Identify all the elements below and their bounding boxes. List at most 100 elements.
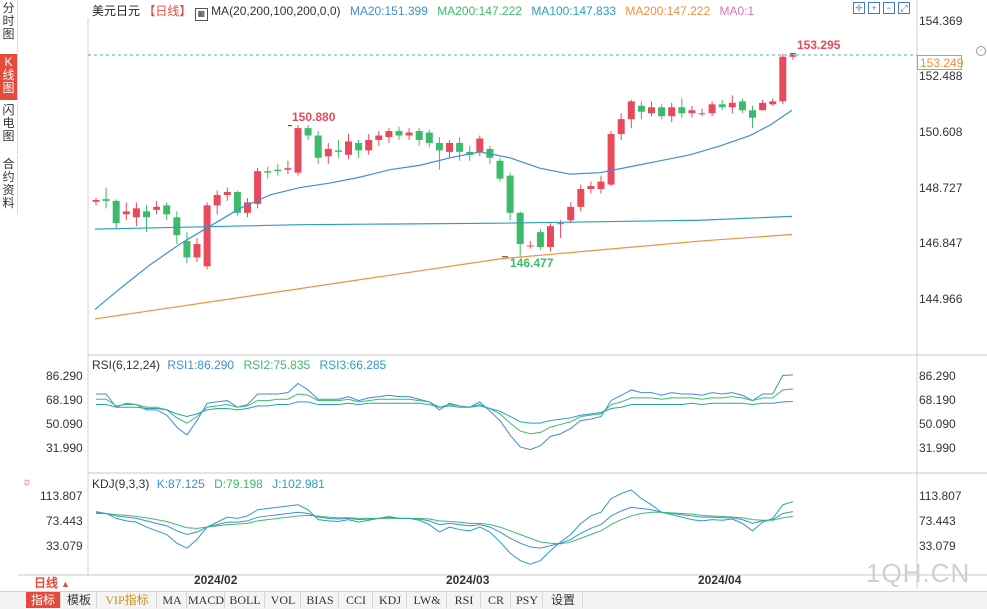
candle-body (375, 135, 383, 140)
rsi-axis-label: 31.990 (919, 441, 956, 455)
candle-body (526, 245, 534, 247)
candle-body (567, 206, 575, 221)
kdj-header: KDJ(9,3,3) K:87.125 D:79.198 J:102.981 (92, 477, 325, 491)
candle-body (547, 226, 554, 247)
rsi-left-label: 31.990 (46, 441, 83, 455)
candle-body (102, 199, 110, 201)
tab-rsi[interactable]: RSI (448, 592, 481, 608)
side-tab-kline[interactable]: K线图 (0, 54, 18, 100)
kdj-left-label: 113.807 (40, 489, 83, 503)
candle-body (345, 141, 352, 155)
candle-body (698, 113, 706, 115)
period-button[interactable]: 日线 ▲ (18, 576, 88, 591)
rsi-axis-label: 68.190 (919, 393, 956, 407)
expand-icon[interactable]: ⤢ (898, 2, 910, 14)
candle-body (324, 148, 332, 157)
low-annotation: 146.477 (510, 256, 554, 270)
ma20-line (94, 109, 793, 310)
ma200-value: MA200:147.222 (437, 4, 522, 18)
tab-psy[interactable]: PSY (512, 592, 543, 608)
tab-template[interactable]: 模板 (62, 592, 97, 608)
candle-body (718, 104, 726, 108)
candle-body (425, 132, 433, 143)
rsi2-line (96, 388, 793, 435)
side-tab-time-label: 分时图 (2, 1, 15, 41)
candle-body (678, 107, 686, 114)
tab-vip[interactable]: VIP指标 (98, 592, 157, 608)
candle-body (779, 56, 787, 102)
tab-settings[interactable]: 设置 (544, 592, 583, 608)
candle-body (395, 131, 403, 136)
kdj-title: KDJ(9,3,3) (92, 477, 150, 491)
candle-body (627, 101, 635, 120)
sun-icon[interactable]: ☼ (22, 476, 33, 488)
candle-body (284, 168, 292, 170)
candle-body (597, 181, 605, 190)
rsi2-value: RSI2:75.835 (243, 358, 311, 372)
candle-body (203, 205, 211, 267)
price-axis-label: 148.727 (919, 181, 963, 195)
ma-label: MA(20,200,100,200,0,0) (211, 4, 341, 18)
side-tab-contract[interactable]: 合约资料 (0, 156, 18, 214)
rsi-left-label: 50.090 (46, 417, 83, 431)
candle-body (163, 205, 171, 215)
settings-icon[interactable]: ▦ (194, 8, 208, 21)
candle-body (112, 200, 120, 224)
rsi3-line (96, 401, 793, 424)
crosshair-icon[interactable]: ✛ (853, 2, 865, 14)
candle-body (244, 202, 251, 213)
tab-macd[interactable]: MACD (188, 592, 225, 608)
side-tab-kline-label: K线图 (2, 55, 15, 95)
ma100-line (94, 215, 793, 230)
tab-lw[interactable]: LW& (408, 592, 447, 608)
chart-header: 美元日元 【日线】 ▦ MA(20,200,100,200,0,0) MA20:… (92, 2, 754, 21)
price-axis-label: 144.966 (919, 292, 963, 306)
candle-body (557, 223, 565, 225)
price-marker-icon[interactable]: ◦ (976, 46, 986, 56)
candle-body (213, 194, 221, 206)
tab-cci[interactable]: CCI (340, 592, 373, 608)
tab-kdj[interactable]: KDJ (374, 592, 407, 608)
candle-body (637, 105, 645, 112)
candle-body (506, 175, 514, 213)
candle-body (365, 139, 373, 151)
tab-ma[interactable]: MA (158, 592, 187, 608)
candle-body (648, 107, 655, 114)
tab-vol[interactable]: VOL (266, 592, 301, 608)
candle-body (688, 110, 696, 114)
kdj-j-value: J:102.981 (272, 477, 325, 491)
candle-body (193, 244, 201, 258)
candle-body (536, 232, 544, 247)
kdj-left-label: 33.079 (46, 539, 83, 553)
tab-bias[interactable]: BIAS (302, 592, 339, 608)
rsi-header: RSI(6,12,24) RSI1:86.290 RSI2:75.835 RSI… (92, 358, 386, 372)
kdj-k-value: K:87.125 (156, 477, 205, 491)
candle-body (789, 55, 797, 57)
candle-body (153, 206, 161, 210)
zoom-in-icon[interactable]: + (868, 2, 880, 14)
tab-boll[interactable]: BOLL (226, 592, 265, 608)
ma100-value: MA100:147.833 (531, 4, 617, 18)
ma200b-value: MA200:147.222 (625, 4, 711, 18)
candle-body (385, 131, 393, 138)
tab-indicators[interactable]: 指标 (26, 592, 61, 608)
candle-body (183, 241, 191, 258)
tab-cr[interactable]: CR (482, 592, 511, 608)
date-label: 2024/02 (194, 573, 238, 587)
candle-body (274, 169, 282, 172)
candle-body (173, 217, 181, 236)
side-tab-time[interactable]: 分时图 (0, 0, 18, 52)
kdj-axis-label: 113.807 (919, 489, 962, 503)
candle-body (607, 134, 615, 185)
ma200-line (94, 233, 793, 320)
watermark: 1QH.CN (866, 558, 971, 588)
candle-body (304, 128, 312, 136)
rsi-left-label: 68.190 (46, 393, 83, 407)
ma20-value: MA20:151.399 (349, 4, 428, 18)
zoom-out-icon[interactable]: − (883, 2, 895, 14)
price-axis-label: 154.369 (919, 14, 963, 28)
symbol-name: 美元日元 (92, 4, 141, 18)
period-label[interactable]: 【日线】 (143, 4, 192, 18)
side-tab-flash[interactable]: 闪电图 (0, 102, 18, 154)
